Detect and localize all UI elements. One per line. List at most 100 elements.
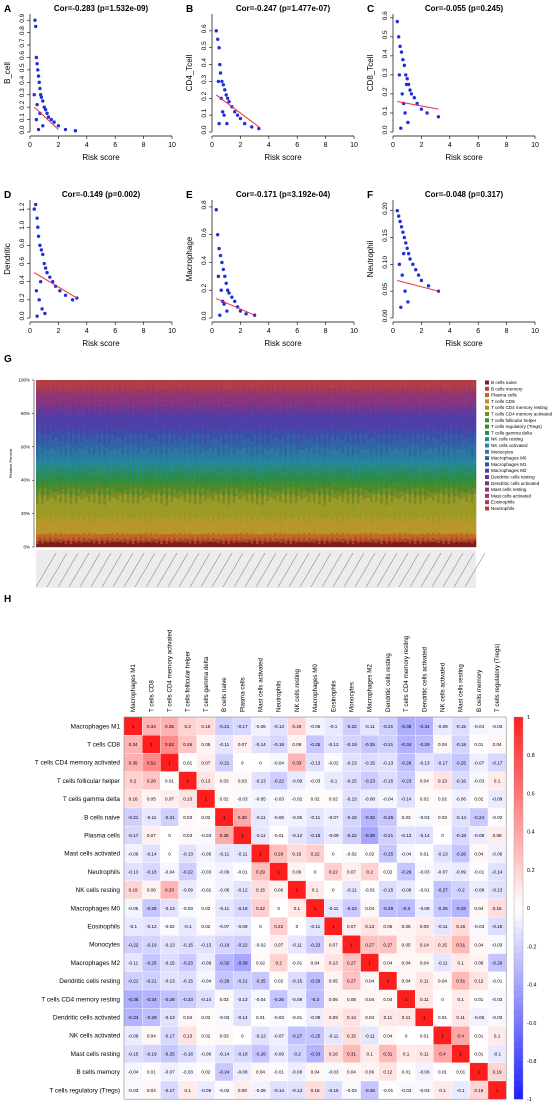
bar-segment [266,467,269,474]
bar-segment [328,433,331,443]
bar-segment [266,485,269,495]
column-label: Macrophages M1 [130,664,137,712]
bar-segment [370,474,373,480]
bar-segment [251,480,254,485]
cell-value: -0.22 [346,833,357,838]
bar-segment [96,393,99,401]
bar-segment [103,487,106,498]
bar-segment [326,519,329,534]
bar-segment [318,496,321,504]
bar-segment [297,408,300,414]
bar-segment [101,463,104,469]
bar-segment [393,541,396,547]
bar-segment [365,483,368,490]
bar-segment [277,539,280,542]
bar-segment [292,412,295,428]
bar-segment [282,380,285,385]
bar-segment [460,490,463,498]
colorbar-step [514,825,523,832]
bar-segment [269,541,272,547]
bar-segment [235,460,238,463]
bar-segment [72,537,75,541]
bar-segment [468,539,471,542]
bar-segment [404,416,407,429]
bar-segment [108,443,111,452]
bar-segment [404,480,407,485]
bar-segment [458,534,461,540]
bar-segment [103,390,106,394]
bar-segment [352,412,355,415]
bar-segment [427,533,430,538]
bar-segment [85,411,88,431]
bar-segment [54,405,57,411]
data-point [397,214,400,217]
bar-segment [165,487,168,498]
bar-segment [106,541,109,547]
bar-segment [411,446,414,458]
bar-segment [279,485,282,494]
bar-segment [207,395,210,404]
bar-segment [313,480,316,485]
bar-segment [455,414,458,427]
bar-segment [233,380,236,387]
bar-segment [308,532,311,538]
legend-entry: T cells follicular helper [491,418,537,423]
cell-value: -0.13 [383,760,394,765]
bar-segment [383,534,386,537]
bar-segment [372,459,375,465]
bar-segment [178,416,181,427]
bar-segment [77,402,80,408]
bar-segment [49,521,52,533]
cell-value: -0.02 [328,760,339,765]
bar-segment [424,386,427,389]
bar-segment [419,405,422,410]
bar-segment [57,541,60,547]
bar-segment [445,463,448,468]
cell-value: 1 [441,1033,444,1038]
bar-segment [354,519,357,535]
bar-segment [292,534,295,537]
bar-segment [422,448,425,459]
cell-value: -0.09 [401,888,412,893]
bar-segment [437,485,440,494]
bar-segment [173,483,176,489]
bar-segment [145,410,148,416]
bar-segment [202,520,205,534]
bar-segment [103,434,106,445]
cell-value: 0.1 [294,906,301,911]
bar-segment [233,452,236,462]
bar-segment [310,391,313,401]
bar-segment [44,495,47,520]
bar-segment [44,488,47,495]
bar-segment [194,412,197,415]
colorbar-step [514,717,523,724]
bar-segment [207,380,210,388]
bar-segment [328,475,331,478]
bar-segment [209,459,212,465]
bar-segment [199,405,202,410]
bar-segment [450,459,453,463]
cell-value: -0.13 [164,942,175,947]
bar-segment [155,455,158,462]
bar-segment [168,434,171,448]
bar-segment [432,405,435,412]
bar-segment [393,427,396,435]
bar-segment [292,387,295,391]
bar-segment [137,380,140,387]
bar-segment [251,388,254,391]
bar-segment [435,410,438,430]
bar-segment [129,380,132,386]
row-label: Mast cells resting [71,1051,121,1058]
bar-segment [196,458,199,462]
bar-segment [132,443,135,455]
colorbar-step [514,965,523,972]
bar-segment [215,401,218,405]
bar-segment [96,429,99,435]
cell-value: 0.01 [474,997,483,1002]
data-point [38,298,41,301]
bar-segment [119,438,122,447]
bar-segment [196,463,199,469]
bar-segment [300,460,303,466]
bar-segment [375,416,378,431]
bar-segment [398,538,401,542]
